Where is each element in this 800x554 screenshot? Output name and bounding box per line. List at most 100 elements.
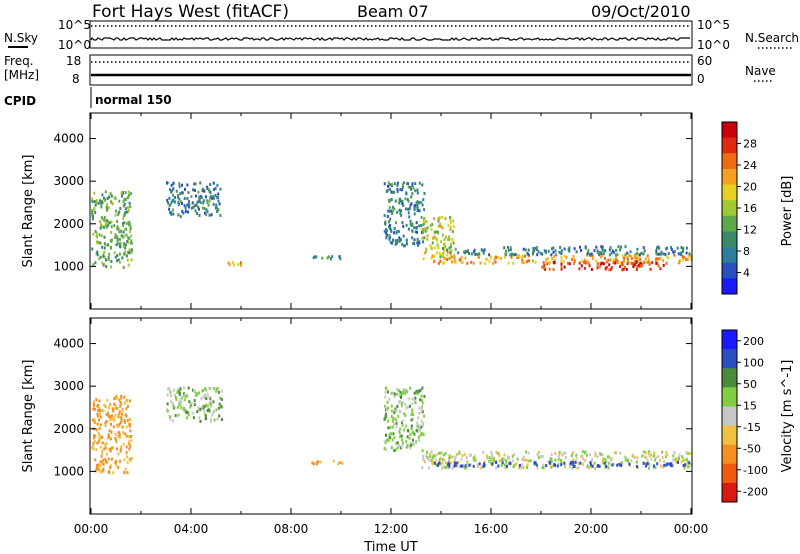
range-gate-cell xyxy=(332,459,335,463)
range-gate-cell xyxy=(537,456,540,460)
range-gate-cell xyxy=(406,242,408,246)
colorbar-tick-label: 100 xyxy=(743,356,764,369)
range-gate-cell xyxy=(169,390,172,394)
range-gate-cell xyxy=(596,250,599,254)
range-gate-cell xyxy=(413,242,416,246)
range-gate-cell xyxy=(490,457,493,461)
range-gate-cell xyxy=(341,461,344,465)
range-gate-cell xyxy=(415,440,418,444)
range-gate-cell xyxy=(436,237,439,241)
range-gate-cell xyxy=(415,226,418,230)
range-gate-cell xyxy=(203,409,206,413)
range-gate-cell xyxy=(110,200,113,204)
range-gate-cell xyxy=(384,404,387,408)
range-gate-cell xyxy=(404,425,407,429)
range-gate-cell xyxy=(177,193,180,197)
range-gate-cell xyxy=(125,434,128,438)
range-gate-cell xyxy=(635,268,638,271)
range-gate-cell xyxy=(690,258,693,262)
range-gate-cell xyxy=(410,443,413,447)
range-gate-cell xyxy=(97,463,100,467)
range-gate-cell xyxy=(667,252,670,256)
range-gate-cell xyxy=(416,200,419,204)
range-gate-cell xyxy=(448,246,451,250)
range-gate-cell xyxy=(454,463,457,467)
range-gate-cell xyxy=(474,252,477,256)
range-gate-cell xyxy=(179,398,182,402)
range-gate-cell xyxy=(442,453,445,457)
range-gate-cell xyxy=(660,252,662,256)
range-gate-cell xyxy=(495,255,498,259)
range-gate-cell xyxy=(604,457,607,461)
range-gate-cell xyxy=(418,224,421,228)
range-gate-cell xyxy=(498,454,501,458)
range-gate-cell xyxy=(187,413,190,417)
range-gate-cell xyxy=(92,217,94,221)
range-gate-cell xyxy=(637,254,640,258)
range-gate-cell xyxy=(589,463,592,467)
range-gate-cell xyxy=(588,453,591,457)
range-gate-cell xyxy=(105,405,108,409)
range-gate-cell xyxy=(408,436,411,440)
range-gate-cell xyxy=(663,463,666,467)
range-gate-cell xyxy=(573,247,576,251)
range-gate-cell xyxy=(449,251,452,255)
range-gate-cell xyxy=(635,465,638,468)
range-gate-cell xyxy=(507,261,510,265)
range-gate-cell xyxy=(198,200,201,204)
range-gate-cell xyxy=(128,220,131,224)
range-gate-cell xyxy=(415,389,418,393)
range-gate-cell xyxy=(444,466,447,470)
range-gate-cell xyxy=(199,407,202,411)
colorbar-tick-label: -100 xyxy=(743,464,768,477)
range-gate-cell xyxy=(580,264,583,268)
range-gate-cell xyxy=(503,463,506,467)
range-gate-cell xyxy=(217,390,220,394)
range-gate-cell xyxy=(390,409,393,413)
range-gate-cell xyxy=(105,460,107,463)
range-gate-cell xyxy=(608,268,611,272)
range-gate-cell xyxy=(109,464,112,468)
range-gate-cell xyxy=(92,407,95,411)
range-gate-cell xyxy=(92,441,95,445)
range-gate-cell xyxy=(466,249,469,253)
range-gate-cell xyxy=(187,386,190,390)
range-gate-cell xyxy=(129,205,132,209)
range-gate-cell xyxy=(433,254,436,258)
range-gate-cell xyxy=(627,458,629,462)
range-gate-cell xyxy=(190,403,193,407)
range-gate-cell xyxy=(390,415,393,418)
range-gate-cell xyxy=(97,241,100,244)
range-gate-cell xyxy=(422,198,425,202)
range-gate-cell xyxy=(596,455,599,459)
range-gate-cell xyxy=(396,190,399,193)
range-gate-cell xyxy=(402,224,405,228)
range-gate-cell xyxy=(670,245,673,249)
range-gate-cell xyxy=(512,465,515,469)
range-gate-cell xyxy=(685,257,688,261)
ytick-label: 1000 xyxy=(53,464,84,478)
range-gate-cell xyxy=(575,456,578,460)
range-gate-cell xyxy=(668,462,671,466)
range-gate-cell xyxy=(563,254,566,258)
range-gate-cell xyxy=(93,418,96,422)
range-gate-cell xyxy=(127,263,130,267)
range-gate-cell xyxy=(547,249,550,253)
range-gate-cell xyxy=(197,406,200,410)
range-gate-cell xyxy=(112,425,115,429)
range-gate-cell xyxy=(428,458,431,462)
range-gate-cell xyxy=(550,253,553,257)
range-gate-cell xyxy=(511,459,514,463)
range-gate-cell xyxy=(431,236,434,240)
range-gate-cell xyxy=(127,422,130,426)
range-gate-cell xyxy=(410,424,413,428)
range-gate-cell xyxy=(198,207,201,211)
range-gate-cell xyxy=(534,461,537,465)
range-gate-cell xyxy=(454,455,457,459)
colorbar-swatch xyxy=(722,406,737,426)
range-gate-cell xyxy=(598,464,601,468)
range-gate-cell xyxy=(117,425,120,428)
range-gate-cell xyxy=(524,458,527,462)
range-gate-cell xyxy=(421,449,424,453)
range-gate-cell xyxy=(444,461,447,465)
